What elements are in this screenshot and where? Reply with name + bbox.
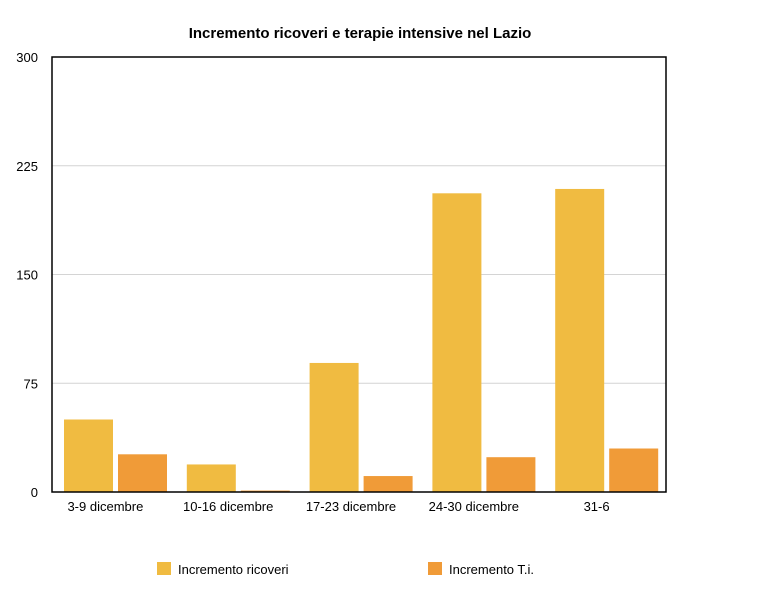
bar-ricoveri <box>555 188 605 492</box>
plot-frame <box>51 56 667 493</box>
bar-ti <box>486 457 536 492</box>
bar-ricoveri <box>309 362 359 492</box>
bar-ricoveri <box>432 193 482 493</box>
x-tick-label: 3-9 dicembre <box>67 499 143 514</box>
y-axis-tick-labels: 300 225 150 75 0 <box>16 50 38 500</box>
legend-label: Incremento ricoveri <box>178 562 289 577</box>
x-tick-label: 31-6 <box>584 499 610 514</box>
legend-swatch <box>428 562 442 575</box>
legend-swatch <box>157 562 171 575</box>
x-tick-label: 10-16 dicembre <box>183 499 273 514</box>
legend: Incremento ricoveri Incremento T.i. <box>157 562 534 577</box>
y-tick-label: 75 <box>24 376 38 391</box>
bar-ricoveri <box>186 464 236 492</box>
y-tick-label: 225 <box>16 159 38 174</box>
bar-ti <box>609 448 659 492</box>
x-tick-label: 17-23 dicembre <box>306 499 396 514</box>
chart-title: Incremento ricoveri e terapie intensive … <box>189 25 532 42</box>
legend-label: Incremento T.i. <box>449 562 534 577</box>
bar-ricoveri <box>64 419 113 492</box>
y-tick-label: 300 <box>16 50 38 65</box>
x-axis-tick-labels: 3-9 dicembre 10-16 dicembre 17-23 dicembre… <box>67 499 609 514</box>
y-tick-label: 150 <box>16 268 38 283</box>
y-tick-label: 0 <box>31 485 38 500</box>
bar-ti <box>363 476 413 492</box>
x-tick-label: 24-30 dicembre <box>429 499 519 514</box>
bars <box>64 188 659 493</box>
bar-ti <box>118 454 167 492</box>
